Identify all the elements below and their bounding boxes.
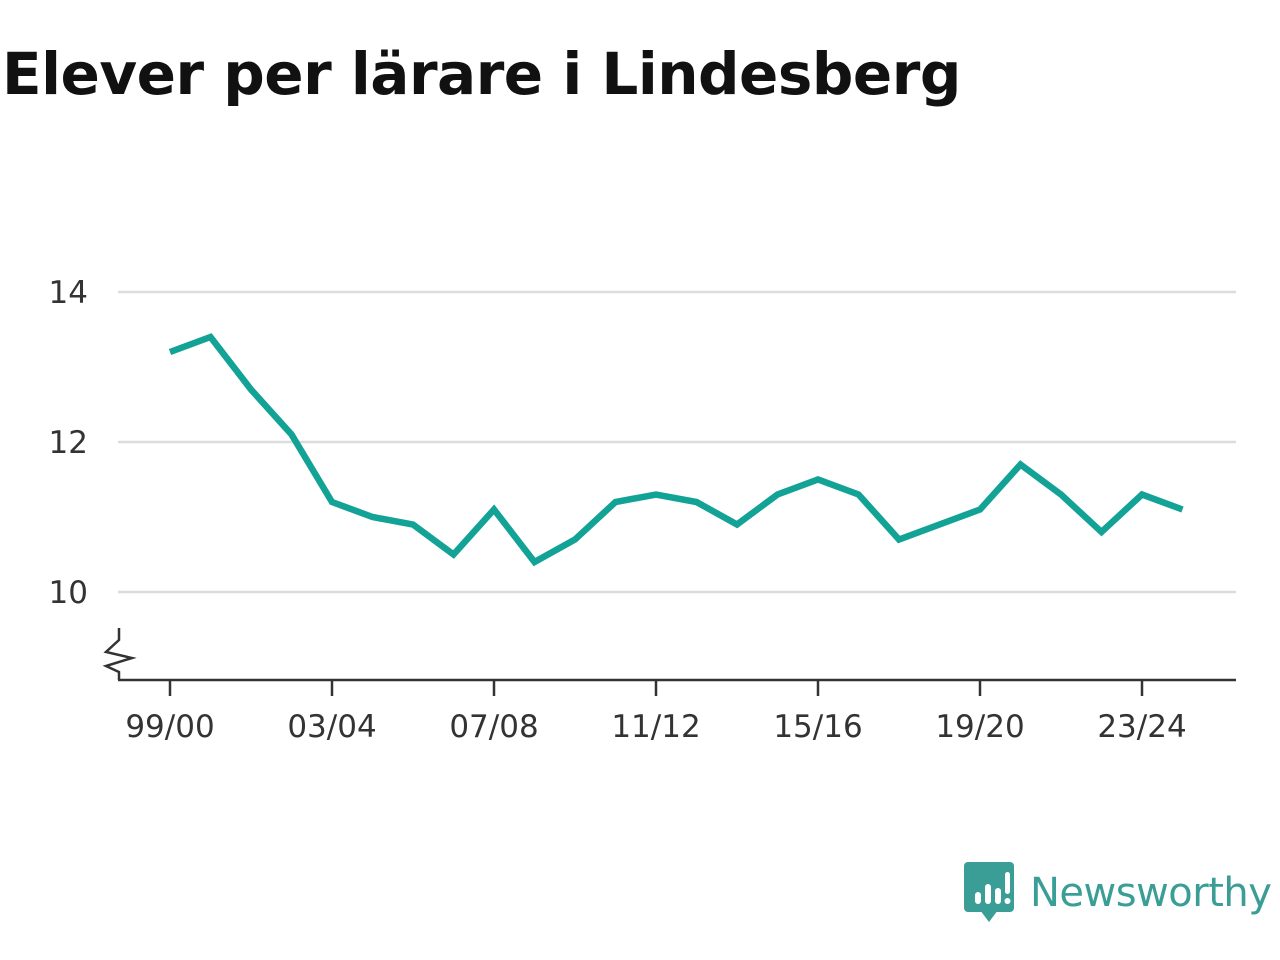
chart-title: Elever per lärare i Lindesberg [2,40,961,108]
y-tick-label-12: 12 [49,425,88,461]
newsworthy-logo-icon [964,862,1014,922]
series-line-0 [168,333,1184,567]
y-tick-label-10: 10 [49,575,88,611]
x-tick-label-11-12: 11/12 [611,709,700,745]
x-tick-label-23-24: 23/24 [1097,709,1186,745]
y-axis-ticks: 10 12 14 [49,275,88,611]
x-tick-label-03-04: 03/04 [287,709,376,745]
x-tick-label-07-08: 07/08 [449,709,538,745]
x-tick-label-19-20: 19/20 [935,709,1024,745]
y-tick-label-14: 14 [49,275,88,311]
y-axis-break [102,628,137,680]
gridlines [118,290,1236,594]
series-layer [168,333,1184,567]
x-tick-label-15-16: 15/16 [773,709,862,745]
x-axis-ticks: 99/00 03/04 07/08 11/12 15/16 19/20 23/24 [125,680,1187,745]
x-axis [102,628,1236,682]
x-tick-label-99-00: 99/00 [125,709,214,745]
newsworthy-logo[interactable]: Newsworthy [964,862,1272,924]
newsworthy-logo-text: Newsworthy [1030,870,1272,916]
